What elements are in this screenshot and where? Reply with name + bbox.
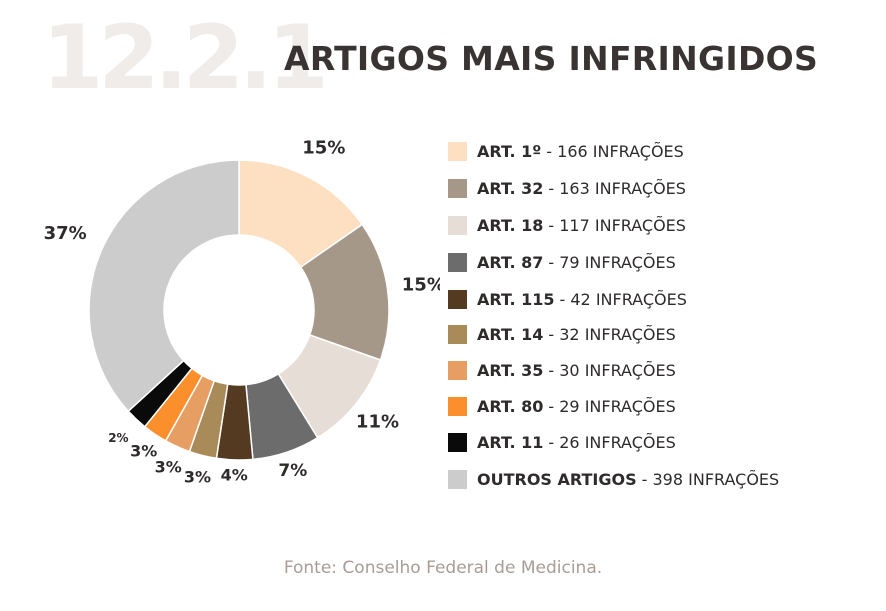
legend-item: OUTROS ARTIGOS - 398 INFRAÇÕES [448,468,779,490]
legend-item: ART. 14- 32 INFRAÇÕES [448,323,676,345]
legend-value: - 26 INFRAÇÕES [548,432,676,452]
percent-label-8: 3% [130,441,157,460]
legend-value: - 79 INFRAÇÕES [548,252,676,272]
percent-label-4: 7% [278,461,307,481]
legend-value: - 398 INFRAÇÕES [641,469,780,489]
legend-swatch [448,289,467,309]
legend-label: ART. 18 [477,215,544,235]
donut-chart: 15%15%11%7%4%3%3%3%2%37% [44,137,440,486]
legend-swatch [448,178,467,198]
legend-label: ART. 32 [477,178,544,198]
legend-label: OUTROS ARTIGOS [477,469,637,489]
legend-item: ART. 115- 42 INFRAÇÕES [448,288,687,310]
legend-value: - 32 INFRAÇÕES [548,324,676,344]
legend-swatch [448,324,467,344]
legend-item: ART. 18- 117 INFRAÇÕES [448,214,686,236]
percent-label-1: 15% [302,137,345,158]
legend-swatch [448,252,467,272]
legend-label: ART. 1º [477,141,542,161]
legend-label: ART. 115 [477,289,555,309]
percent-label-2: 15% [402,275,440,296]
legend-item: ART. 1º - 166 INFRAÇÕES [448,140,684,162]
legend-item: ART. 32- 163 INFRAÇÕES [448,177,686,199]
legend-swatch [448,141,467,161]
legend-swatch [448,396,467,416]
source-note: Fonte: Conselho Federal de Medicina. [283,558,603,578]
legend-item: ART. 11- 26 INFRAÇÕES [448,431,676,453]
legend-label: ART. 14 [477,324,544,344]
legend-value: - 29 INFRAÇÕES [548,396,676,416]
legend-value: - 42 INFRAÇÕES [559,289,687,309]
legend-value: - 117 INFRAÇÕES [548,215,686,235]
percent-label-6: 3% [184,467,211,486]
legend-swatch [448,469,467,489]
donut-slice-10 [88,159,240,413]
legend-label: ART. 11 [477,432,544,452]
legend-item: ART. 80- 29 INFRAÇÕES [448,395,676,417]
legend-label: ART. 80 [477,396,544,416]
legend-label: ART. 87 [477,252,544,272]
percent-label-9: 2% [108,431,128,445]
legend-value: - 30 INFRAÇÕES [548,360,676,380]
legend-item: ART. 35- 30 INFRAÇÕES [448,359,676,381]
legend-label: ART. 35 [477,360,544,380]
legend-swatch [448,360,467,380]
legend-value: - 166 INFRAÇÕES [546,141,684,161]
legend-swatch [448,432,467,452]
percent-label-10: 37% [44,223,87,244]
chart-title: ARTIGOS MAIS INFRINGIDOS [284,39,819,78]
legend-value: - 163 INFRAÇÕES [548,178,686,198]
legend-swatch [448,215,467,235]
percent-label-5: 4% [221,465,248,484]
percent-label-3: 11% [356,411,399,432]
legend-item: ART. 87- 79 INFRAÇÕES [448,251,676,273]
section-number: 12.2.1 [42,6,329,109]
percent-label-7: 3% [155,457,182,476]
